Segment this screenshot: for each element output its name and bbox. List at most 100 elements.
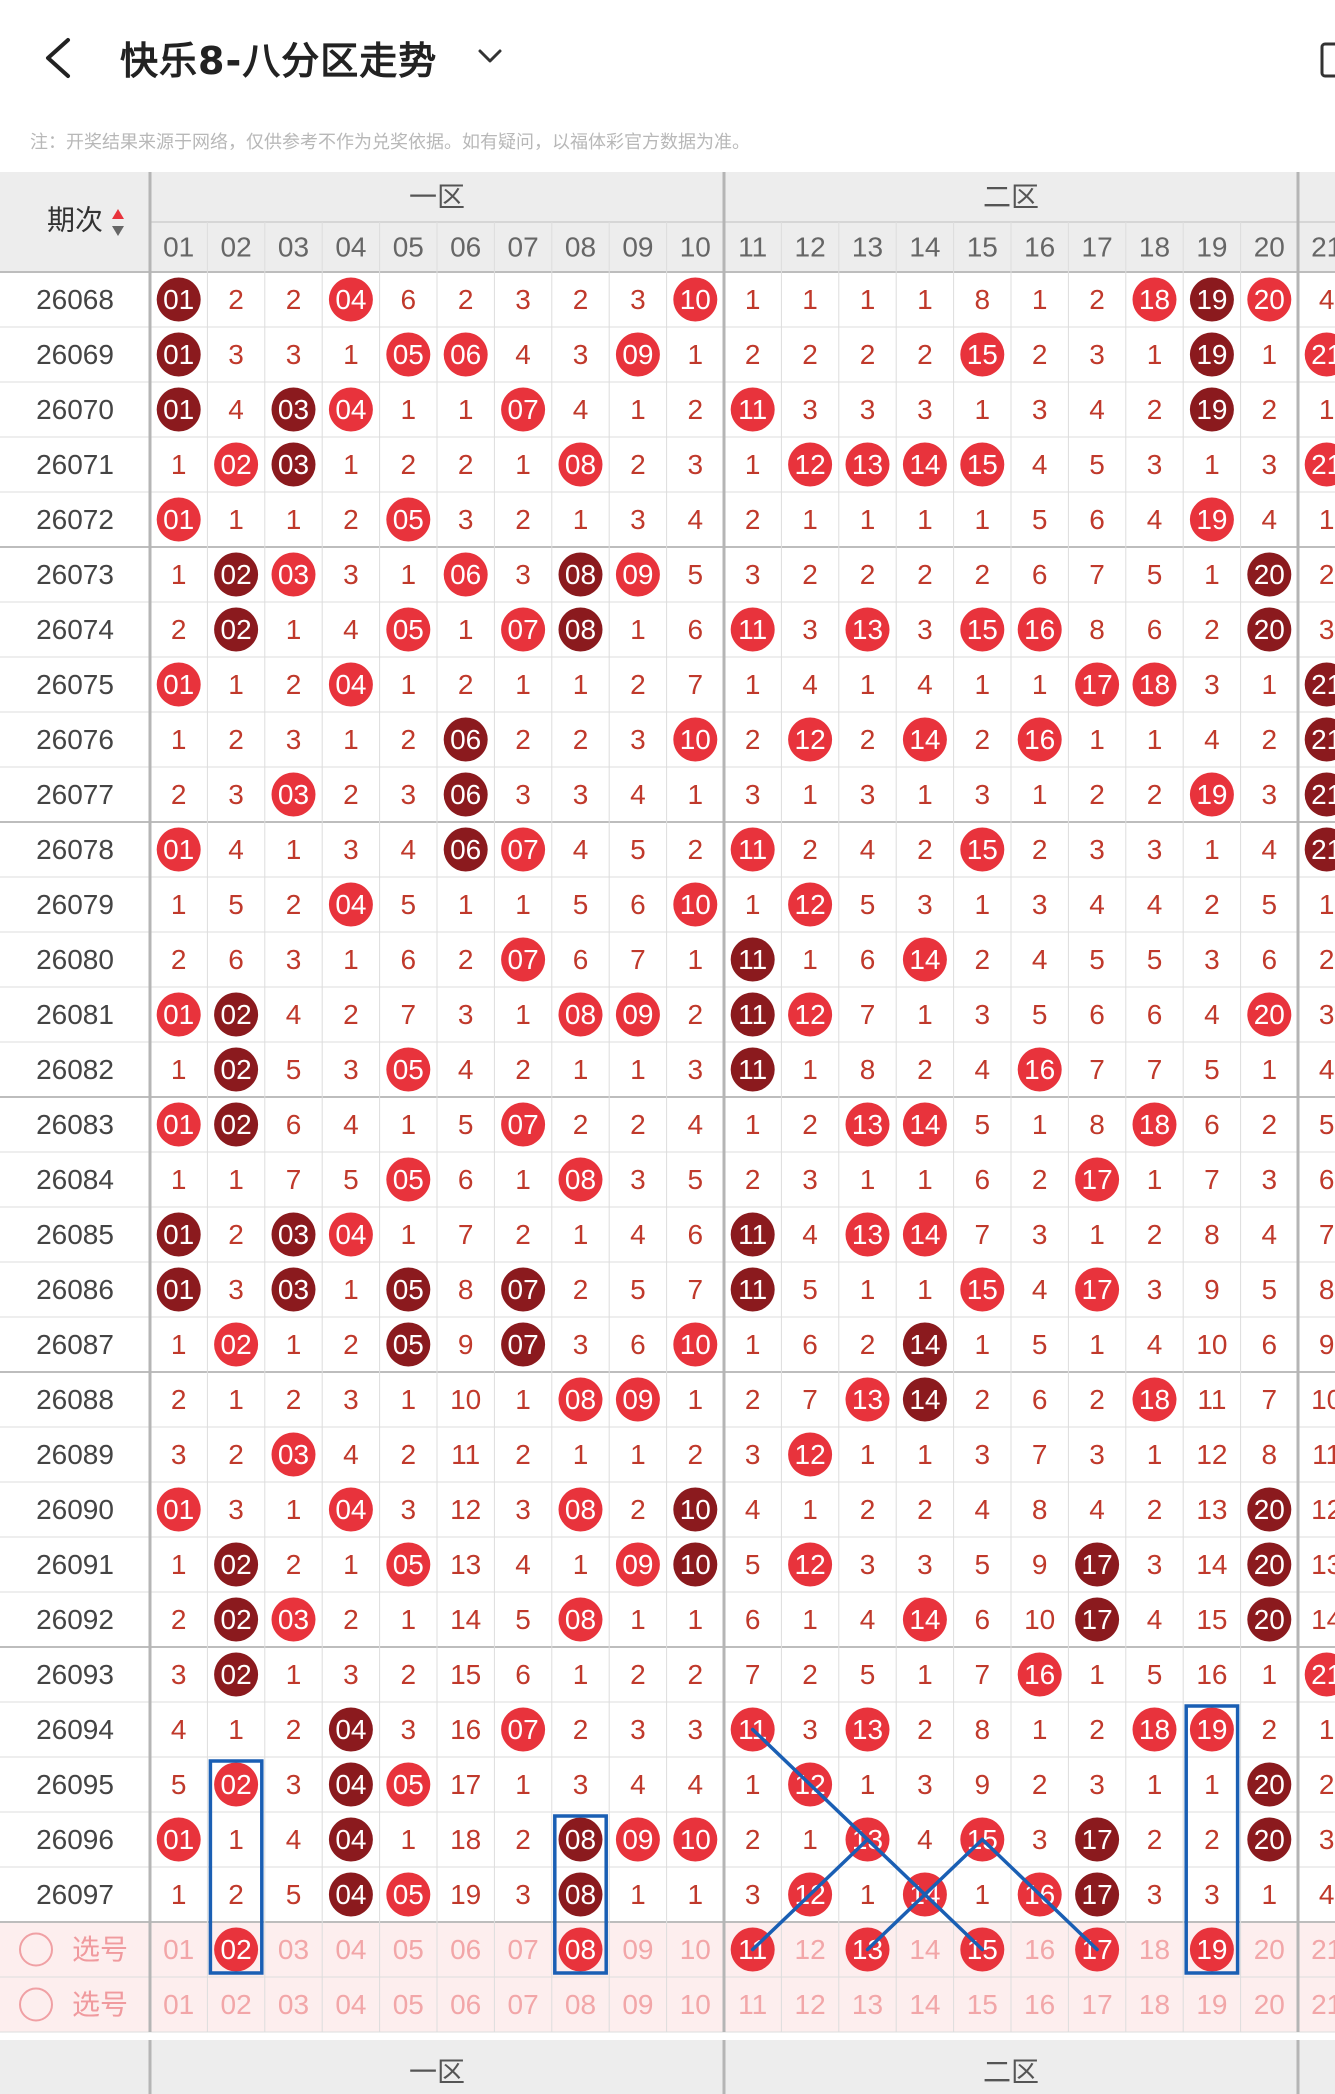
select-number[interactable]: 11 [738,1989,767,2020]
sort-updown-icon[interactable] [112,209,124,236]
selected-ball[interactable] [1189,1927,1234,1972]
miss-count: 4 [515,1549,531,1580]
select-number[interactable]: 18 [1139,1989,1170,2020]
back-button[interactable] [30,28,90,88]
miss-count: 2 [171,944,187,975]
miss-count: 1 [745,669,761,700]
drawn-number: 18 [1139,669,1170,700]
miss-count: 8 [1319,1274,1335,1305]
drawn-number: 20 [1254,1604,1285,1635]
select-number[interactable]: 04 [335,1934,366,1965]
miss-count: 8 [1204,1219,1220,1250]
select-number[interactable]: 03 [278,1934,309,1965]
column-number: 17 [1082,232,1113,263]
select-number[interactable]: 05 [393,1934,424,1965]
select-number[interactable]: 20 [1254,1934,1285,1965]
table-row: 26071 1 02 03 1 2 2 1 08 2 3 1 12 13 14 15 4 5 3 1 3 21 [36,442,1335,487]
drawn-ball [730,1212,775,1257]
miss-count: 1 [401,1604,417,1635]
miss-count: 2 [171,1384,187,1415]
select-number[interactable]: 14 [909,1934,940,1965]
drawn-ball [788,882,833,927]
miss-count: 3 [573,1329,589,1360]
select-number[interactable]: 04 [335,1989,366,2020]
miss-count: 2 [1089,1714,1105,1745]
select-number[interactable]: 06 [450,1989,481,2020]
drawn-number: 11 [738,614,767,645]
select-number[interactable]: 12 [795,1934,826,1965]
drawn-number: 05 [393,1329,424,1360]
select-number[interactable]: 15 [967,1989,998,2020]
trend-line [750,1837,870,1952]
miss-count: 1 [1262,339,1278,370]
select-number[interactable]: 09 [622,1934,653,1965]
select-number[interactable]: 06 [450,1934,481,1965]
drawn-number: 12 [795,889,826,920]
select-number[interactable]: 02 [221,1989,252,2020]
miss-count: 3 [401,1714,417,1745]
radio-circle-icon[interactable] [19,1987,53,2022]
drawn-ball [845,1707,890,1752]
drawn-number: 05 [393,504,424,535]
miss-count: 1 [860,1164,876,1195]
select-number[interactable]: 17 [1082,1989,1113,2020]
drawn-ball [328,1872,373,1917]
disclaimer-notice: 注：开奖结果来源于网络，仅供参考不作为兑奖依据。如有疑问，以福体彩官方数据为准。 [30,132,750,153]
select-number[interactable]: 20 [1254,1989,1285,2020]
miss-count: 2 [228,284,244,315]
drawn-number: 07 [508,1274,539,1305]
select-number[interactable]: 01 [163,1989,194,2020]
select-number[interactable]: 21 [1311,1989,1335,2020]
drawn-number: 11 [738,1054,767,1085]
miss-count: 3 [228,339,244,370]
select-number[interactable]: 08 [565,1989,596,2020]
select-number[interactable]: 07 [508,1989,539,2020]
select-number[interactable]: 19 [1196,1989,1227,2020]
miss-count: 3 [573,779,589,810]
miss-count: 8 [1089,614,1105,645]
select-number[interactable]: 14 [909,1989,940,2020]
drawn-number: 09 [622,1549,653,1580]
select-number[interactable]: 21 [1311,1934,1335,1965]
miss-count: 2 [860,1329,876,1360]
footer-zone-header: 二区 [983,2057,1039,2088]
miss-count: 2 [458,449,474,480]
select-number[interactable]: 16 [1024,1934,1055,1965]
selected-ball[interactable] [214,1927,259,1972]
miss-count: 1 [1032,1714,1048,1745]
drawn-ball [1017,717,1062,762]
select-number[interactable]: 05 [393,1989,424,2020]
select-number[interactable]: 13 [852,1989,883,2020]
drawn-number: 14 [909,1384,940,1415]
drawn-ball [501,387,546,432]
select-number[interactable]: 07 [508,1934,539,1965]
select-number[interactable]: 12 [795,1989,826,2020]
drawn-number: 03 [278,779,309,810]
miss-count: 5 [1032,1329,1048,1360]
select-number[interactable]: 10 [680,1934,711,1965]
drawn-number: 06 [450,559,481,590]
select-number[interactable]: 10 [680,1989,711,2020]
miss-count: 14 [450,1604,481,1635]
select-number[interactable]: 03 [278,1989,309,2020]
miss-count: 3 [1089,1769,1105,1800]
title-dropdown-button[interactable] [472,38,508,74]
selected-ball[interactable] [558,1927,603,1972]
drawn-ball [1075,1157,1120,1202]
select-number[interactable]: 16 [1024,1989,1055,2020]
select-number[interactable]: 18 [1139,1934,1170,1965]
miss-count: 3 [1032,394,1048,425]
miss-count: 1 [458,614,474,645]
drawn-number: 03 [278,1274,309,1305]
miss-count: 6 [802,1329,818,1360]
period-cell: 26086 [36,1274,114,1305]
select-number[interactable]: 09 [622,1989,653,2020]
drawn-number: 18 [1139,284,1170,315]
drawn-number: 08 [565,614,596,645]
miss-count: 6 [688,1219,704,1250]
radio-circle-icon[interactable] [19,1932,53,1967]
clipboard-button[interactable] [1318,40,1335,80]
select-number[interactable]: 01 [163,1934,194,1965]
miss-count: 3 [171,1659,187,1690]
miss-count: 3 [1089,834,1105,865]
